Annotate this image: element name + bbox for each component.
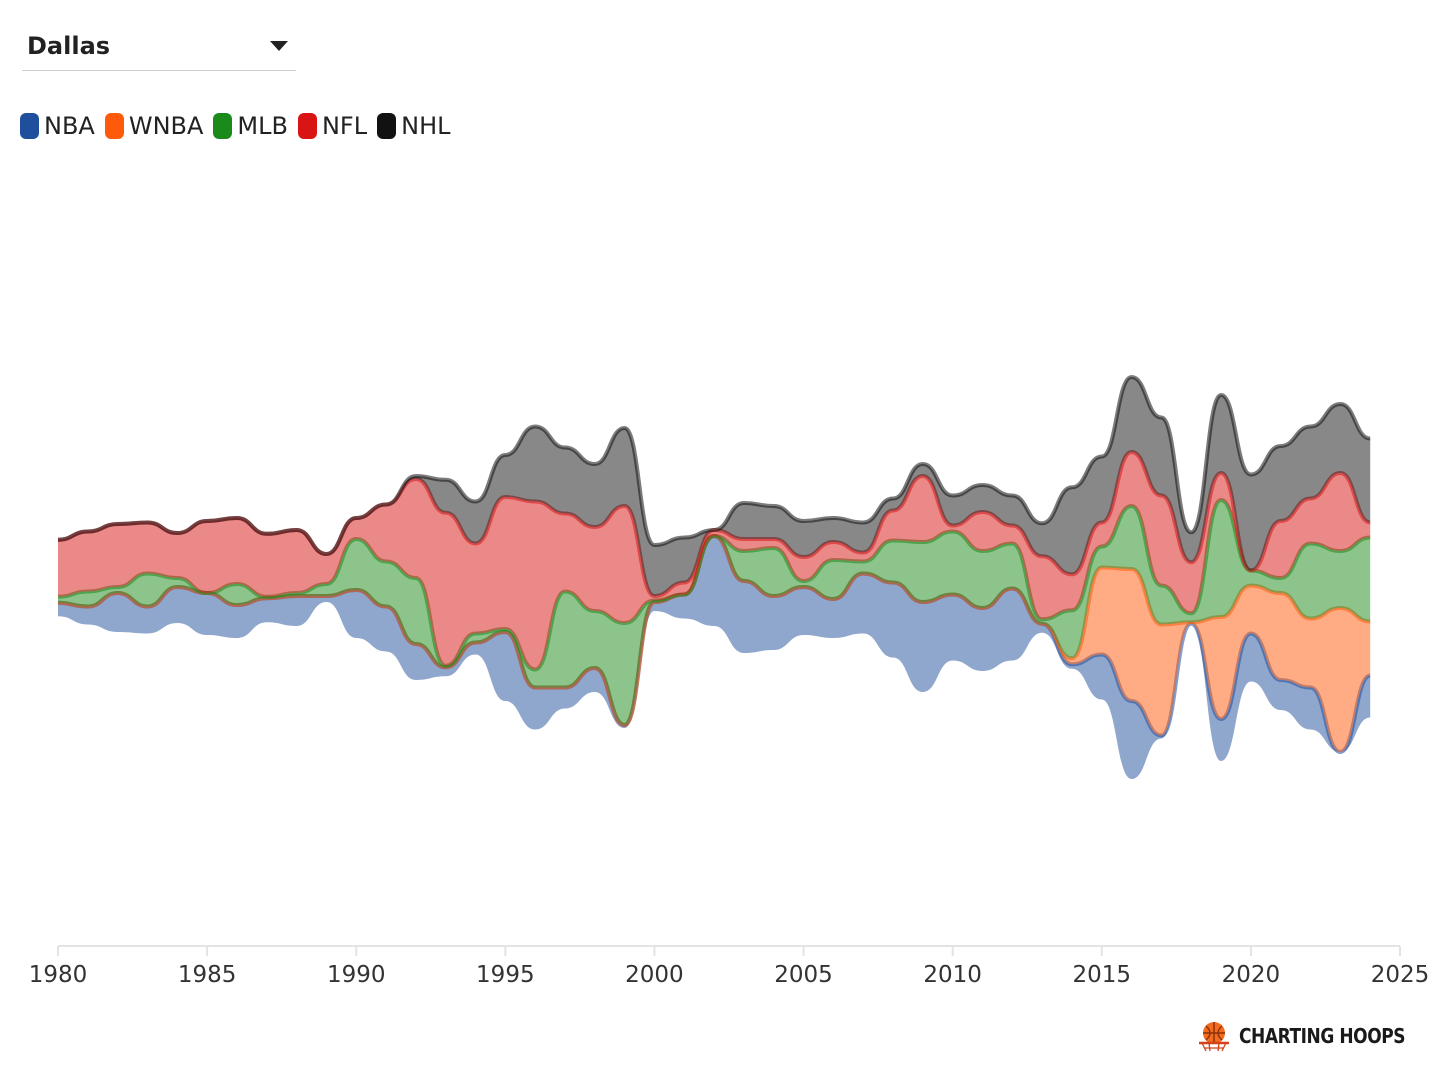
- stream-layers: [57, 374, 1372, 779]
- x-tick-label: 1980: [29, 962, 88, 988]
- x-tick-label: 2010: [923, 962, 982, 988]
- x-tick-label: 2025: [1371, 962, 1430, 988]
- legend-label-nba: NBA: [44, 112, 95, 140]
- legend-label-nhl: NHL: [401, 112, 451, 140]
- legend-label-mlb: MLB: [237, 112, 288, 140]
- x-tick-label: 2000: [625, 962, 684, 988]
- city-select-value: Dallas: [27, 32, 111, 60]
- legend-label-wnba: WNBA: [128, 112, 204, 140]
- x-tick-label: 2020: [1222, 962, 1281, 988]
- legend-item-nba[interactable]: NBA: [20, 112, 95, 140]
- x-tick-label: 1985: [178, 962, 237, 988]
- legend-swatch-wnba: [104, 113, 124, 139]
- x-tick-label: 2005: [774, 962, 833, 988]
- legend-swatch-mlb: [213, 113, 233, 139]
- legend-item-nhl[interactable]: NHL: [377, 112, 450, 140]
- brand-name: CHARTING HOOPS: [1238, 1024, 1406, 1048]
- legend: NBA WNBA MLB NFL NHL: [20, 112, 450, 140]
- brand-logo: CHARTING HOOPS: [1197, 1020, 1434, 1052]
- legend-swatch-nba: [20, 113, 39, 139]
- legend-swatch-nhl: [377, 113, 397, 139]
- stream-area-nhl[interactable]: [58, 377, 1371, 596]
- legend-swatch-nfl: [297, 113, 317, 139]
- basketball-hoop-icon: [1198, 1022, 1229, 1052]
- legend-item-mlb[interactable]: MLB: [213, 112, 288, 140]
- x-tick-label: 1995: [476, 962, 535, 988]
- stream-area-wnba[interactable]: [58, 536, 1371, 752]
- chevron-down-icon[interactable]: [270, 41, 288, 51]
- x-tick-label: 1990: [327, 962, 386, 988]
- city-select[interactable]: Dallas: [22, 22, 296, 71]
- x-axis-ticks: 1980 1985 1990 1995 2000 2005 2010 2015 2020 2025: [29, 946, 1430, 988]
- x-tick-label: 2015: [1073, 962, 1132, 988]
- legend-label-nfl: NFL: [321, 112, 368, 140]
- stream-edge-nhl: [57, 374, 1371, 557]
- legend-item-nfl[interactable]: NFL: [297, 112, 368, 140]
- legend-item-wnba[interactable]: WNBA: [104, 112, 204, 140]
